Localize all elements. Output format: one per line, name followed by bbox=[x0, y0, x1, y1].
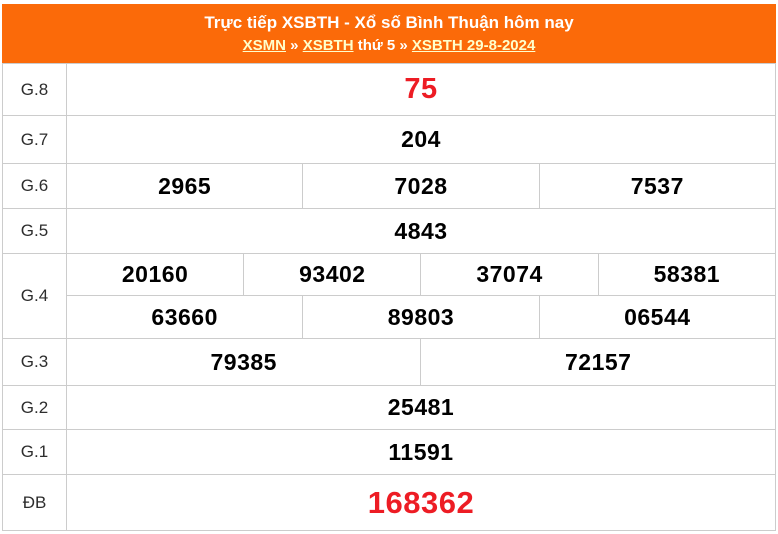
prize-value-g3-2: 72157 bbox=[420, 338, 776, 386]
breadcrumb-separator: » bbox=[290, 37, 299, 54]
prize-label-g7: G.7 bbox=[2, 115, 67, 164]
prize-label-g3: G.3 bbox=[2, 338, 67, 386]
prize-row-g2: G.2 25481 bbox=[2, 385, 776, 430]
prize-value-g6-2: 7028 bbox=[302, 163, 540, 209]
prize-value-g2: 25481 bbox=[66, 385, 776, 430]
prize-label-g6: G.6 bbox=[2, 163, 67, 209]
prize-label-g1: G.1 bbox=[2, 429, 67, 475]
prize-label-g4: G.4 bbox=[2, 253, 67, 339]
prize-label-g8: G.8 bbox=[2, 63, 67, 116]
prize-row-g6: G.6 2965 7028 7537 bbox=[2, 163, 777, 209]
prize-value-g7: 204 bbox=[66, 115, 776, 164]
prize-row-g5: G.5 4843 bbox=[2, 208, 776, 254]
prize-value-g4-2: 93402 bbox=[243, 253, 422, 296]
breadcrumb-separator: » bbox=[399, 37, 408, 54]
breadcrumb: XSMN » XSBTH thứ 5 » XSBTH 29-8-2024 bbox=[2, 36, 776, 56]
prize-value-g8: 75 bbox=[66, 63, 776, 116]
prize-label-db: ĐB bbox=[2, 474, 67, 531]
breadcrumb-link-date[interactable]: XSBTH 29-8-2024 bbox=[411, 37, 536, 54]
prize-row-g4-line2: 63660 89803 06544 bbox=[3, 295, 777, 339]
prize-value-g3-1: 79385 bbox=[65, 338, 422, 386]
page-title: Trực tiếp XSBTH - Xổ số Bình Thuận hôm n… bbox=[204, 13, 574, 32]
prize-value-g6-1: 2965 bbox=[65, 163, 304, 209]
prize-value-g4-4: 58381 bbox=[597, 253, 777, 296]
results-header: Trực tiếp XSBTH - Xổ số Bình Thuận hôm n… bbox=[2, 4, 776, 63]
prize-value-g4-7: 06544 bbox=[538, 295, 777, 339]
breadcrumb-link-xsmn[interactable]: XSMN bbox=[242, 37, 286, 54]
prize-results-table: G.8 75 G.7 204 G.6 2965 7028 7537 G.5 48… bbox=[2, 63, 777, 531]
prize-value-g4-5: 63660 bbox=[65, 295, 304, 339]
prize-row-g1: G.1 11591 bbox=[2, 429, 776, 475]
prize-row-g4-line1: G.4 20160 93402 37074 58381 bbox=[2, 253, 777, 339]
prize-row-g8: G.8 75 bbox=[2, 63, 776, 116]
prize-value-g4-6: 89803 bbox=[302, 295, 540, 339]
prize-label-g2: G.2 bbox=[2, 385, 67, 430]
prize-value-g1: 11591 bbox=[66, 429, 776, 475]
prize-value-g4-1: 20160 bbox=[65, 253, 245, 296]
prize-value-db: 168362 bbox=[66, 474, 776, 531]
breadcrumb-link-xsbth[interactable]: XSBTH bbox=[302, 37, 354, 54]
prize-label-g5: G.5 bbox=[2, 208, 67, 254]
prize-row-g7: G.7 204 bbox=[2, 115, 776, 164]
prize-row-g3: G.3 79385 72157 bbox=[2, 338, 776, 386]
lottery-results-page: Trực tiếp XSBTH - Xổ số Bình Thuận hôm n… bbox=[2, 4, 777, 531]
prize-value-g6-3: 7537 bbox=[538, 163, 777, 209]
breadcrumb-weekday: thứ 5 bbox=[357, 37, 396, 54]
prize-value-g4-3: 37074 bbox=[420, 253, 599, 296]
prize-value-g5: 4843 bbox=[66, 208, 776, 254]
prize-row-db: ĐB 168362 bbox=[2, 474, 776, 531]
